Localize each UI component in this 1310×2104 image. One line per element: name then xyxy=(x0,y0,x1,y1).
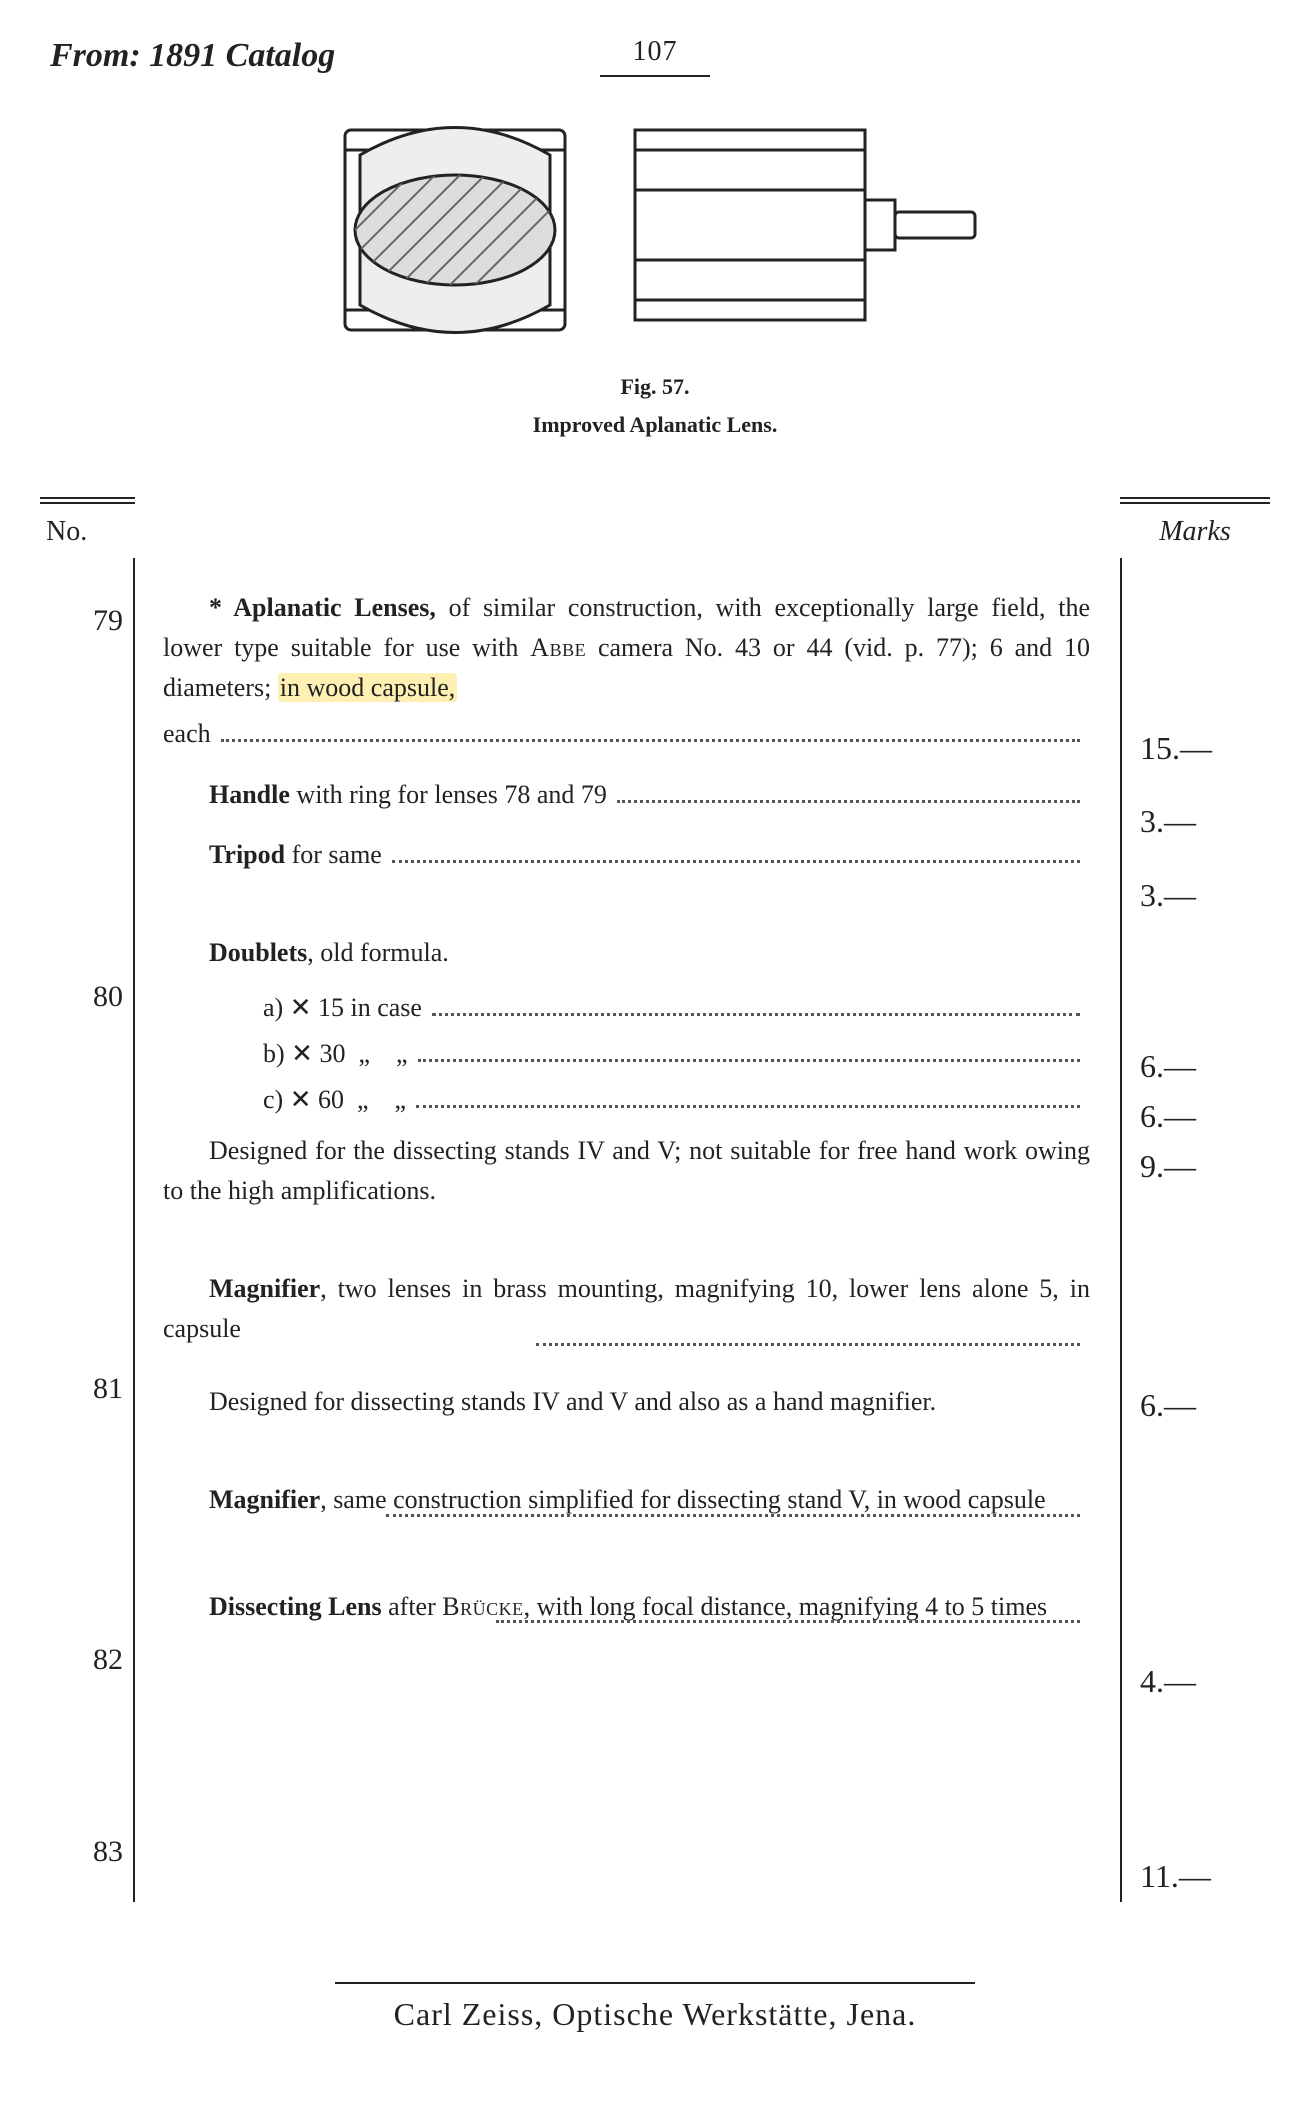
entry-80-b: b) ✕ 30 „ „ xyxy=(163,1034,408,1074)
entry-83: Dissecting Lens after Brücke, with long … xyxy=(163,1587,1090,1636)
figure-caption: Improved Aplanatic Lens. xyxy=(40,408,1270,442)
entry-83-t1: after xyxy=(382,1592,443,1621)
entry-80: Doublets, old formula. a) ✕ 15 in case b… xyxy=(163,933,1090,1211)
entry-80-a: a) ✕ 15 in case xyxy=(163,988,422,1028)
listing-body: 79 80 81 82 83 * Aplanatic Lenses, of si… xyxy=(40,558,1270,1902)
entry-79-highlight: in wood capsule, xyxy=(278,673,457,702)
item-no-83: 83 xyxy=(46,1829,123,1876)
entry-81-lead: Magnifier xyxy=(209,1274,320,1303)
price-79-handle: 3.— xyxy=(1140,797,1270,847)
col-header-marks: Marks xyxy=(1120,510,1270,557)
leader-dots xyxy=(432,1013,1080,1016)
entry-79-handle-lead: Handle xyxy=(209,780,290,809)
footer-rule xyxy=(335,1982,975,1984)
page-number-block: 107 xyxy=(600,30,710,77)
aplanatic-lens-illustration xyxy=(305,110,1005,360)
catalog-listing: No. Marks 79 80 81 82 83 xyxy=(40,497,1270,1902)
price-82: 4.— xyxy=(1140,1657,1270,1707)
entry-79: * Aplanatic Lenses, of similar construct… xyxy=(163,588,1090,876)
price-83: 11.— xyxy=(1140,1852,1270,1902)
price-80a: 6.— xyxy=(1140,1042,1270,1092)
leader-dots xyxy=(617,800,1080,803)
leader-dots xyxy=(221,739,1080,742)
entry-81: Magnifier, two lenses in brass mounting,… xyxy=(163,1269,1090,1422)
column-headers: No. Marks xyxy=(40,497,1270,557)
entry-79-tail: each xyxy=(163,714,211,754)
leader-dots xyxy=(416,1105,1080,1108)
item-no-80: 80 xyxy=(46,974,123,1021)
entry-80-leadtail: , old formula. xyxy=(307,938,449,967)
entry-79-lead: * Aplanatic Lenses, xyxy=(209,593,436,622)
entry-82-text: , same construction simplified for disse… xyxy=(320,1485,1046,1514)
price-79: 15.— xyxy=(1140,724,1270,774)
entry-79-tripod-text: for same xyxy=(285,840,382,869)
entry-80-lead: Doublets xyxy=(209,938,307,967)
price-81: 6.— xyxy=(1140,1381,1270,1431)
entry-83-lead: Dissecting Lens xyxy=(209,1592,382,1621)
entry-82: Magnifier, same construction simplified … xyxy=(163,1480,1090,1529)
leader-dots xyxy=(386,1514,1080,1517)
catalog-page: From: 1891 Catalog 107 xyxy=(0,0,1310,2104)
price-80c: 9.— xyxy=(1140,1142,1270,1192)
entry-80-desc: Designed for the dissecting stands IV an… xyxy=(163,1136,1090,1205)
entry-81-desc: Designed for dissecting stands IV and V … xyxy=(209,1387,936,1416)
leader-dots xyxy=(536,1343,1080,1346)
entry-83-t2: , with long focal distance, magnifying 4… xyxy=(524,1592,1048,1621)
entry-79-handle-text: with ring for lenses 78 and 79 xyxy=(290,780,607,809)
page-number: 107 xyxy=(600,30,710,73)
footer-imprint: Carl Zeiss, Optische Werkstätte, Jena. xyxy=(40,1990,1270,2040)
price-79-tripod: 3.— xyxy=(1140,871,1270,921)
entry-79-abbe: Abbe xyxy=(530,633,586,662)
entry-80-c: c) ✕ 60 „ „ xyxy=(163,1080,406,1120)
figure-57: Fig. 57. Improved Aplanatic Lens. xyxy=(40,110,1270,442)
leader-dots xyxy=(418,1059,1080,1062)
leader-dots xyxy=(392,860,1080,863)
leader-dots xyxy=(496,1620,1080,1623)
col-header-no: No. xyxy=(40,510,135,557)
entry-79-tripod-lead: Tripod xyxy=(209,840,285,869)
figure-label: Fig. 57. xyxy=(40,370,1270,404)
catalog-source-label: From: 1891 Catalog xyxy=(50,30,335,83)
page-footer: Carl Zeiss, Optische Werkstätte, Jena. xyxy=(40,1982,1270,2040)
page-header: From: 1891 Catalog 107 xyxy=(40,30,1270,80)
entry-82-lead: Magnifier xyxy=(209,1485,320,1514)
item-no-82: 82 xyxy=(46,1637,123,1684)
price-80b: 6.— xyxy=(1140,1092,1270,1142)
item-no-79: 79 xyxy=(46,598,123,645)
item-no-81: 81 xyxy=(46,1366,123,1413)
page-number-rule xyxy=(600,75,710,77)
entry-83-brucke: Brücke xyxy=(442,1592,523,1621)
